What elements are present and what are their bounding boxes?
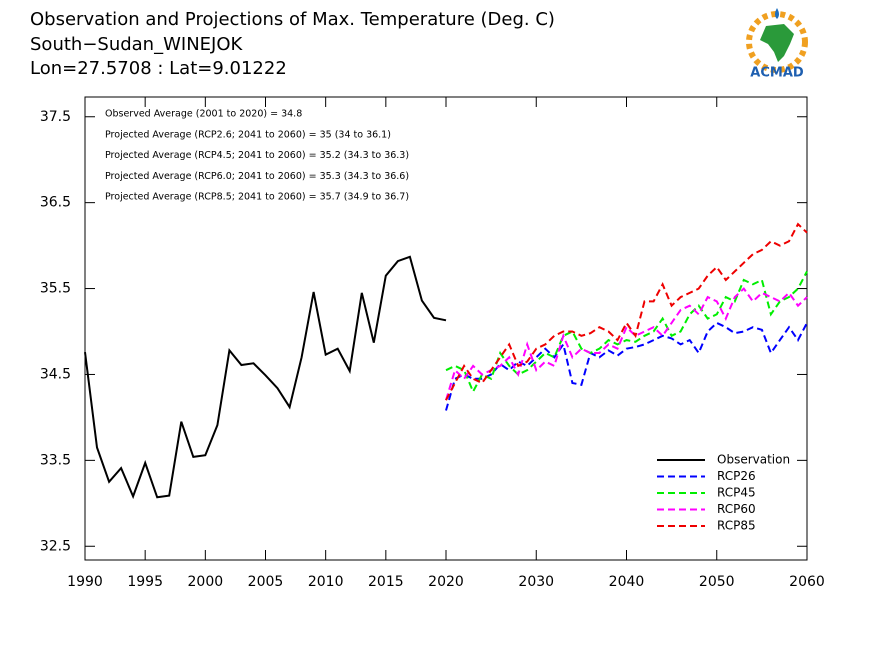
x-tick-label: 2020 [428,574,464,590]
y-tick-label: 37.5 [40,109,71,125]
legend-label: Observation [717,453,790,467]
logo-ring [746,11,808,73]
series-line [445,321,808,411]
annotation: Projected Average (RCP2.6; 2041 to 2060)… [105,129,391,140]
annotation: Projected Average (RCP6.0; 2041 to 2060)… [105,171,409,182]
logo-text: ACMAD [750,66,804,81]
legend-label: RCP26 [717,469,756,483]
series-line [445,287,808,401]
annotation: Observed Average (2001 to 2020) = 34.8 [105,109,302,120]
legend-label: RCP60 [717,502,756,516]
x-tick-label: 2005 [248,574,284,590]
x-tick-label: 2050 [699,574,735,590]
x-tick-label: 1990 [67,574,103,590]
logo: ACMAD [746,8,808,81]
legend-label: RCP45 [717,486,756,500]
logo-africa [760,24,794,62]
x-tick-label: 2010 [308,574,344,590]
annotation: Projected Average (RCP4.5; 2041 to 2060)… [105,150,409,161]
series-line [445,270,808,394]
x-tick-label: 2015 [368,574,404,590]
y-tick-label: 34.5 [40,366,71,382]
y-tick-label: 36.5 [40,195,71,211]
logo-drop [775,8,779,19]
annotation: Projected Average (RCP8.5; 2041 to 2060)… [105,192,409,203]
chart-title: Observation and Projections of Max. Temp… [30,9,555,30]
x-tick-label: 2000 [188,574,224,590]
x-tick-label: 2030 [518,574,554,590]
y-tick-label: 32.5 [40,538,71,554]
y-tick-label: 35.5 [40,281,71,297]
series-line [84,255,447,500]
chart-subtitle: Lon=27.5708 : Lat=9.01222 [30,58,287,79]
x-tick-label: 2060 [789,574,825,590]
legend-label: RCP85 [717,519,756,533]
chart-subtitle: South−Sudan_WINEJOK [30,34,244,55]
x-tick-label: 1995 [127,574,163,590]
y-tick-label: 33.5 [40,452,71,468]
x-tick-label: 2040 [609,574,645,590]
